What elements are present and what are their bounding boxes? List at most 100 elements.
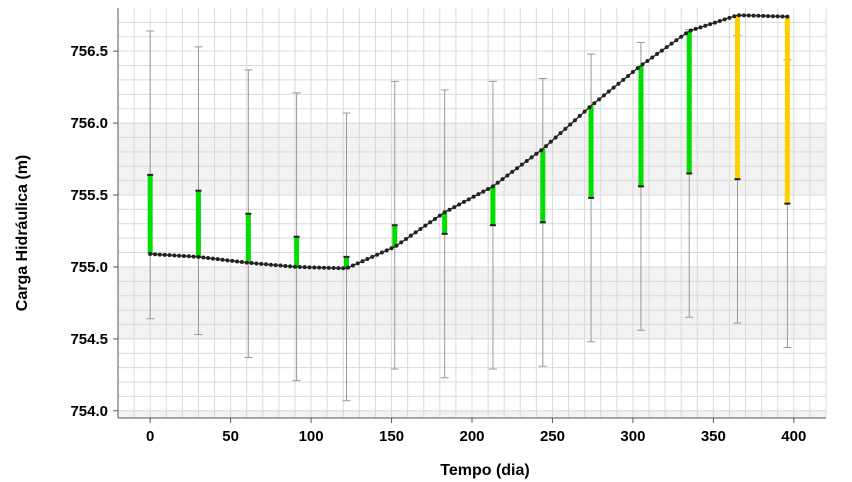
simulated-point <box>737 13 742 18</box>
simulated-point <box>278 263 283 268</box>
simulated-point <box>510 169 515 174</box>
simulated-point <box>495 180 500 185</box>
simulated-point <box>568 122 573 127</box>
simulated-point <box>466 197 471 202</box>
x-tick-label: 0 <box>146 428 154 445</box>
simulated-point <box>650 55 655 60</box>
simulated-point <box>601 93 606 98</box>
simulated-point <box>505 173 510 178</box>
simulated-point <box>756 13 761 18</box>
simulated-point <box>196 254 201 259</box>
simulated-line <box>148 13 790 271</box>
simulated-point <box>172 253 177 258</box>
simulated-point <box>215 257 220 262</box>
simulated-point <box>408 233 413 238</box>
simulated-point <box>235 259 240 264</box>
simulated-point <box>389 246 394 251</box>
simulated-point <box>732 14 737 19</box>
x-tick-label: 150 <box>379 428 404 445</box>
simulated-point <box>423 223 428 228</box>
x-tick-label: 350 <box>701 428 726 445</box>
simulated-point <box>481 189 486 194</box>
simulated-point <box>186 254 191 259</box>
simulated-point <box>606 89 611 94</box>
simulated-point <box>206 256 211 261</box>
simulated-point <box>544 144 549 149</box>
simulated-point <box>775 14 780 19</box>
simulated-point <box>741 13 746 18</box>
x-tick-label: 50 <box>222 428 239 445</box>
simulated-point <box>210 256 215 261</box>
x-tick-label: 300 <box>620 428 645 445</box>
simulated-point <box>476 192 481 197</box>
simulated-point <box>331 266 336 271</box>
simulated-point <box>746 13 751 18</box>
simulated-point <box>452 205 457 210</box>
x-tick-label: 400 <box>781 428 806 445</box>
simulated-point <box>181 254 186 259</box>
simulated-point <box>611 85 616 90</box>
simulated-point <box>751 13 756 18</box>
simulated-point <box>153 252 158 257</box>
simulated-point <box>162 252 167 257</box>
x-tick-label: 200 <box>459 428 484 445</box>
simulated-point <box>177 253 182 258</box>
simulated-point <box>626 73 631 78</box>
y-tick-label: 755.0 <box>70 259 108 276</box>
simulated-point <box>413 230 418 235</box>
simulated-point <box>312 265 317 270</box>
simulated-point <box>693 26 698 31</box>
simulated-point <box>587 105 592 110</box>
simulated-point <box>249 261 254 266</box>
simulated-point <box>394 243 399 248</box>
simulated-point <box>264 262 269 267</box>
simulated-point <box>669 41 674 46</box>
simulated-point <box>659 48 664 53</box>
simulated-point <box>384 248 389 253</box>
simulated-point <box>447 207 452 212</box>
x-axis-title: Tempo (dia) <box>440 462 529 479</box>
y-tick-label: 756.0 <box>70 115 108 132</box>
x-tick-label: 250 <box>540 428 565 445</box>
simulated-point <box>529 155 534 160</box>
simulated-point <box>698 25 703 30</box>
simulated-point <box>317 265 322 270</box>
simulated-point <box>524 159 529 164</box>
simulated-point <box>239 260 244 265</box>
simulated-point <box>230 258 235 263</box>
simulated-point <box>703 23 708 28</box>
simulated-point <box>630 70 635 75</box>
simulated-point <box>645 58 650 63</box>
simulated-point <box>428 220 433 225</box>
simulated-point <box>664 45 669 50</box>
simulated-point <box>268 262 273 267</box>
simulated-point <box>346 265 351 270</box>
simulated-point <box>273 263 278 268</box>
simulated-point <box>500 177 505 182</box>
simulated-point <box>297 265 302 270</box>
simulated-point <box>341 266 346 271</box>
simulated-point <box>399 240 404 245</box>
simulated-point <box>572 118 577 123</box>
simulated-point <box>717 18 722 23</box>
grid-lines <box>117 8 827 418</box>
simulated-point <box>727 15 732 20</box>
y-tick-label: 755.5 <box>70 187 108 204</box>
simulated-point <box>553 135 558 140</box>
simulated-point <box>563 126 568 131</box>
simulated-point <box>404 237 409 242</box>
simulated-point <box>302 265 307 270</box>
simulated-point <box>259 261 264 266</box>
simulated-point <box>708 22 713 27</box>
simulated-point <box>539 148 544 153</box>
simulated-point <box>577 113 582 118</box>
simulated-point <box>761 13 766 18</box>
simulated-point <box>655 52 660 57</box>
simulated-point <box>148 252 153 256</box>
simulated-point <box>461 199 466 204</box>
simulated-point <box>486 186 491 191</box>
simulated-point <box>688 28 693 33</box>
residual-bars <box>147 15 791 269</box>
simulated-point <box>375 252 380 257</box>
